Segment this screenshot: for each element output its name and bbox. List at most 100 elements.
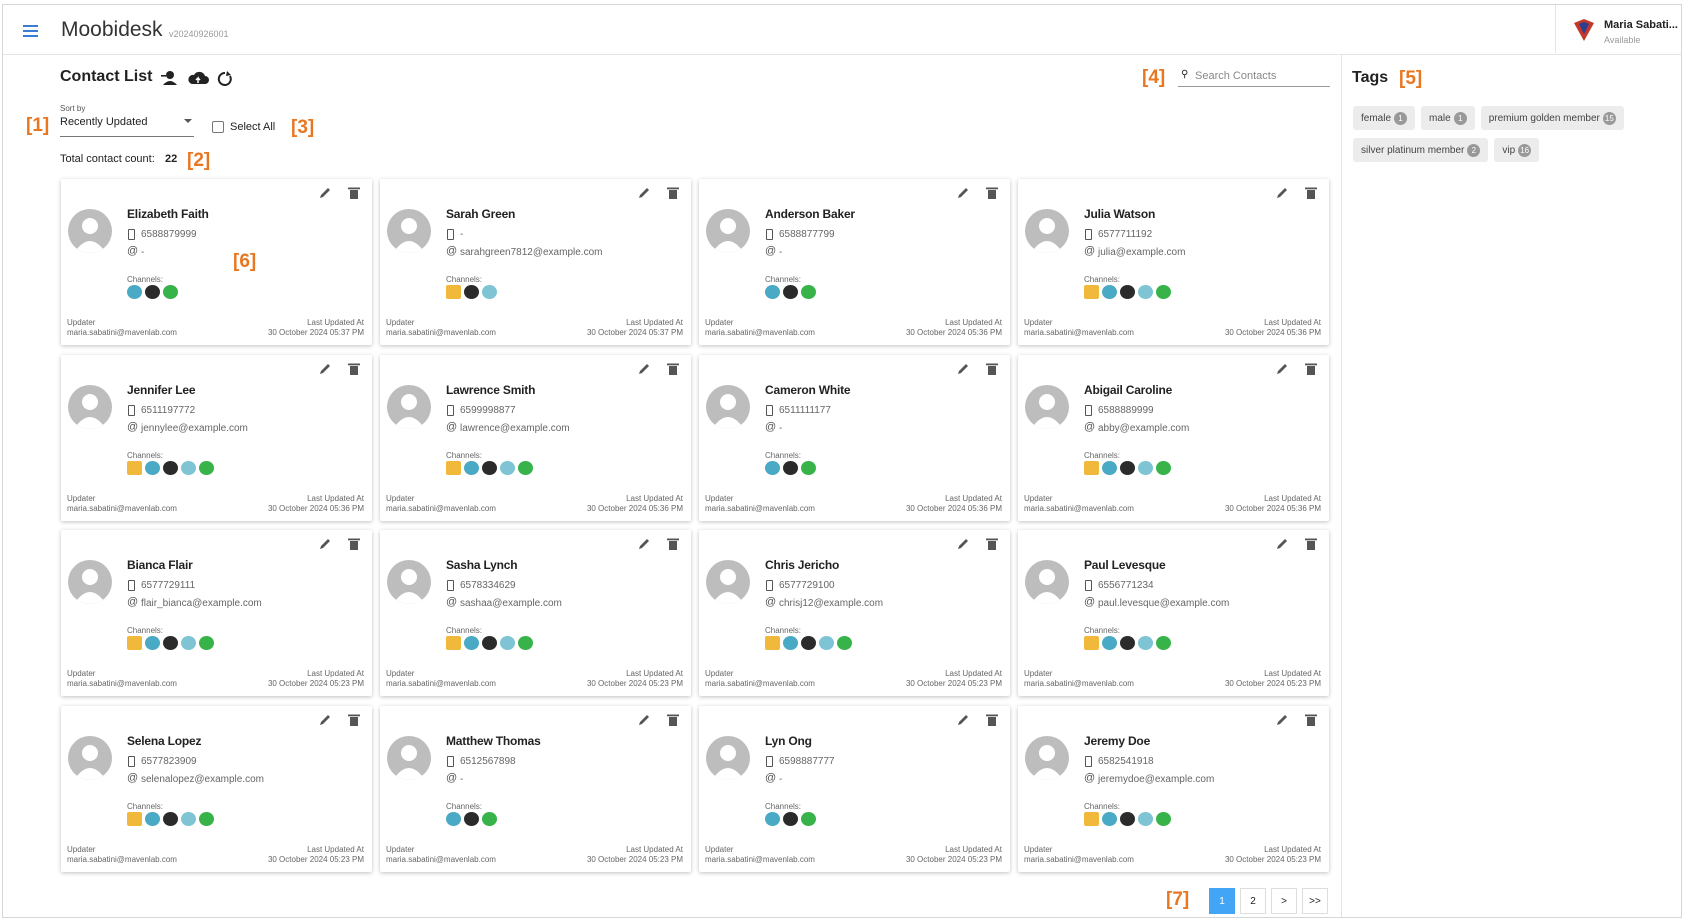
updater-label: Updater (67, 669, 96, 678)
updater: maria.sabatini@mavenlab.com (386, 328, 496, 337)
delete-button[interactable] (986, 186, 998, 203)
updated-at: 30 October 2024 05:23 PM (586, 679, 683, 688)
toolbar-icons[interactable] (161, 70, 235, 86)
edit-button[interactable] (1275, 186, 1289, 203)
channel-icon (482, 285, 497, 299)
contact-card[interactable]: Elizabeth Faith 6588879999 @ - Channels: Upda… (61, 179, 372, 345)
contact-card[interactable]: Selena Lopez 6577823909 @ selenalopez@examp… (61, 705, 372, 872)
edit-button[interactable] (318, 713, 332, 730)
channels-label: Channels: (765, 275, 802, 284)
delete-button[interactable] (1305, 362, 1317, 379)
updated-label: Last Updated At (945, 844, 1002, 854)
contact-card[interactable]: Anderson Baker 6588877799 @ - Channels: Updat… (699, 179, 1010, 345)
search-box[interactable]: ⚲ Search Contacts (1178, 67, 1330, 87)
channel-icons (765, 636, 852, 650)
annotation: [5] (1399, 68, 1423, 89)
phone-icon (766, 580, 773, 591)
tag[interactable]: female 1 (1353, 106, 1416, 130)
tag[interactable]: vip 16 (1494, 138, 1540, 162)
delete-button[interactable] (667, 186, 679, 203)
contact-card[interactable]: Lyn Ong 6598887777 @ - Channels: Updater maria… (699, 705, 1010, 872)
delete-button[interactable] (667, 713, 679, 730)
tag[interactable]: premium golden member 15 (1480, 106, 1624, 130)
phone: 6578334629 (460, 580, 516, 591)
updated-at: 30 October 2024 05:23 PM (1224, 679, 1321, 688)
delete-button[interactable] (986, 362, 998, 379)
delete-button[interactable] (1305, 713, 1317, 730)
contact-card[interactable]: Bianca Flair 6577729111 @ flair_bianca@exam… (61, 530, 372, 696)
delete-button[interactable] (348, 362, 360, 379)
edit-button[interactable] (956, 537, 970, 554)
delete-button[interactable] (986, 713, 998, 730)
edit-button[interactable] (318, 362, 332, 379)
tag-name: premium golden member (1488, 112, 1600, 124)
contact-name: Jennifer Lee (127, 382, 196, 397)
contact-card[interactable]: Chris Jericho 6577729100 @ chrisj12@example… (699, 530, 1010, 696)
edit-button[interactable] (637, 537, 651, 554)
avatar (387, 560, 431, 604)
updated-at: 30 October 2024 05:36 PM (586, 503, 683, 513)
contact-card[interactable]: Sasha Lynch 6578334629 @ sashaa@example.com… (380, 530, 691, 696)
channels-label: Channels: (1084, 275, 1121, 284)
channel-icon (145, 460, 160, 475)
contact-card[interactable]: Julia Watson 6577711192 @ julia@example.com… (1018, 179, 1329, 345)
delete-button[interactable] (667, 362, 679, 379)
contact-card[interactable]: Jeremy Doe 6582541918 @ jeremydoe@example.c… (1018, 705, 1329, 872)
updater-label: Updater (705, 844, 734, 854)
select-all-checkbox[interactable] (212, 121, 224, 133)
updated-label: Last Updated At (626, 844, 683, 854)
delete-button[interactable] (348, 537, 360, 554)
edit-button[interactable] (637, 713, 651, 730)
menu-icon[interactable] (23, 25, 39, 37)
delete-button[interactable] (986, 537, 998, 554)
contact-card[interactable]: Jennifer Lee 6511197772 @ jennylee@example.… (61, 354, 372, 521)
delete-button[interactable] (1305, 186, 1317, 203)
channel-icon (837, 636, 852, 650)
channel-icon (199, 460, 214, 475)
avatar (1025, 384, 1069, 429)
edit-button[interactable] (318, 186, 332, 203)
page-button[interactable]: 2 (1240, 888, 1266, 914)
edit-button[interactable] (956, 362, 970, 379)
edit-button[interactable] (956, 186, 970, 203)
contact-card[interactable]: Cameron White 6511111177 @ - Channels: Update… (699, 354, 1010, 521)
edit-button[interactable] (956, 713, 970, 730)
user-avatar[interactable] (1571, 17, 1597, 43)
delete-button[interactable] (1305, 537, 1317, 554)
channel-icon (1102, 811, 1117, 826)
page-button[interactable]: > (1271, 888, 1297, 914)
updater: maria.sabatini@mavenlab.com (705, 328, 815, 337)
contact-card[interactable]: Lawrence Smith 6599998877 @ lawrence@exampl… (380, 354, 691, 521)
contact-name: Anderson Baker (765, 207, 855, 221)
edit-button[interactable] (318, 537, 332, 554)
updater-label: Updater (705, 669, 734, 678)
updater: maria.sabatini@mavenlab.com (67, 854, 177, 864)
tag[interactable]: silver platinum member 2 (1353, 138, 1489, 162)
tag[interactable]: male 1 (1421, 106, 1475, 130)
updated-at: 30 October 2024 05:37 PM (267, 328, 364, 337)
delete-button[interactable] (667, 537, 679, 554)
edit-button[interactable] (1275, 537, 1289, 554)
edit-button[interactable] (1275, 362, 1289, 379)
page-button[interactable]: >> (1302, 888, 1328, 914)
sort-label: Sort by (60, 104, 86, 113)
updated-label: Last Updated At (1264, 669, 1321, 678)
updated-label: Last Updated At (945, 493, 1002, 503)
contact-card[interactable]: Abigail Caroline 6588889999 @ abby@example.… (1018, 354, 1329, 521)
contact-card[interactable]: Sarah Green - @ sarahgreen7812@example.com C… (380, 179, 691, 345)
edit-button[interactable] (637, 362, 651, 379)
logo: Moobidesk (61, 18, 163, 41)
edit-button[interactable] (1275, 713, 1289, 730)
edit-button[interactable] (637, 186, 651, 203)
delete-button[interactable] (348, 186, 360, 203)
sort-select[interactable]: Recently Updated (60, 116, 194, 137)
user-status: Available (1604, 35, 1641, 45)
contact-card[interactable]: Paul Levesque 6556771234 @ paul.levesque@ex… (1018, 530, 1329, 696)
updater-label: Updater (67, 318, 96, 327)
delete-button[interactable] (348, 713, 360, 730)
email: - (460, 773, 464, 785)
channel-icons (1084, 811, 1171, 826)
contact-card[interactable]: Matthew Thomas 6512567898 @ - Channels: Updat… (380, 705, 691, 872)
updater-label: Updater (67, 844, 96, 854)
page-button[interactable]: 1 (1209, 888, 1235, 914)
